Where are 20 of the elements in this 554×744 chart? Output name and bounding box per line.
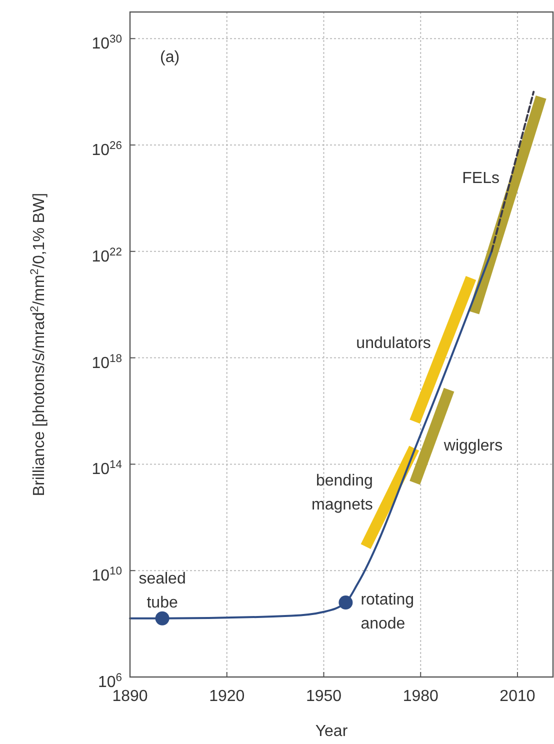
- x-tick-label: 2010: [500, 688, 536, 705]
- x-tick-label: 1950: [306, 688, 342, 705]
- y-tick-label: 10$^{6}$: [98, 672, 122, 691]
- x-tick-label: 1890: [112, 688, 148, 705]
- annotation: rotating anode: [360, 592, 414, 633]
- x-tick-label: 1980: [402, 688, 439, 705]
- y-tick-label: 10$^{30}$: [92, 34, 122, 53]
- x-tick-label: 1920: [209, 688, 245, 705]
- y-tick-label: 10$^{14}$: [92, 459, 122, 478]
- series-label: FELs: [462, 170, 500, 187]
- y-tick-label: 10$^{26}$: [92, 140, 122, 159]
- annotation: sealed tube: [138, 570, 186, 612]
- series-label: wigglers: [442, 437, 503, 454]
- y-tick-label: 10$^{10}$: [92, 566, 122, 585]
- series-label: undulators: [356, 334, 431, 352]
- x-axis-title: Year: [315, 723, 348, 740]
- series-label: bending magnets: [312, 472, 373, 514]
- y-tick-label: 10$^{22}$: [92, 246, 122, 266]
- y-tick-label: 10$^{18}$: [92, 352, 122, 372]
- annotation: (a): [160, 49, 180, 66]
